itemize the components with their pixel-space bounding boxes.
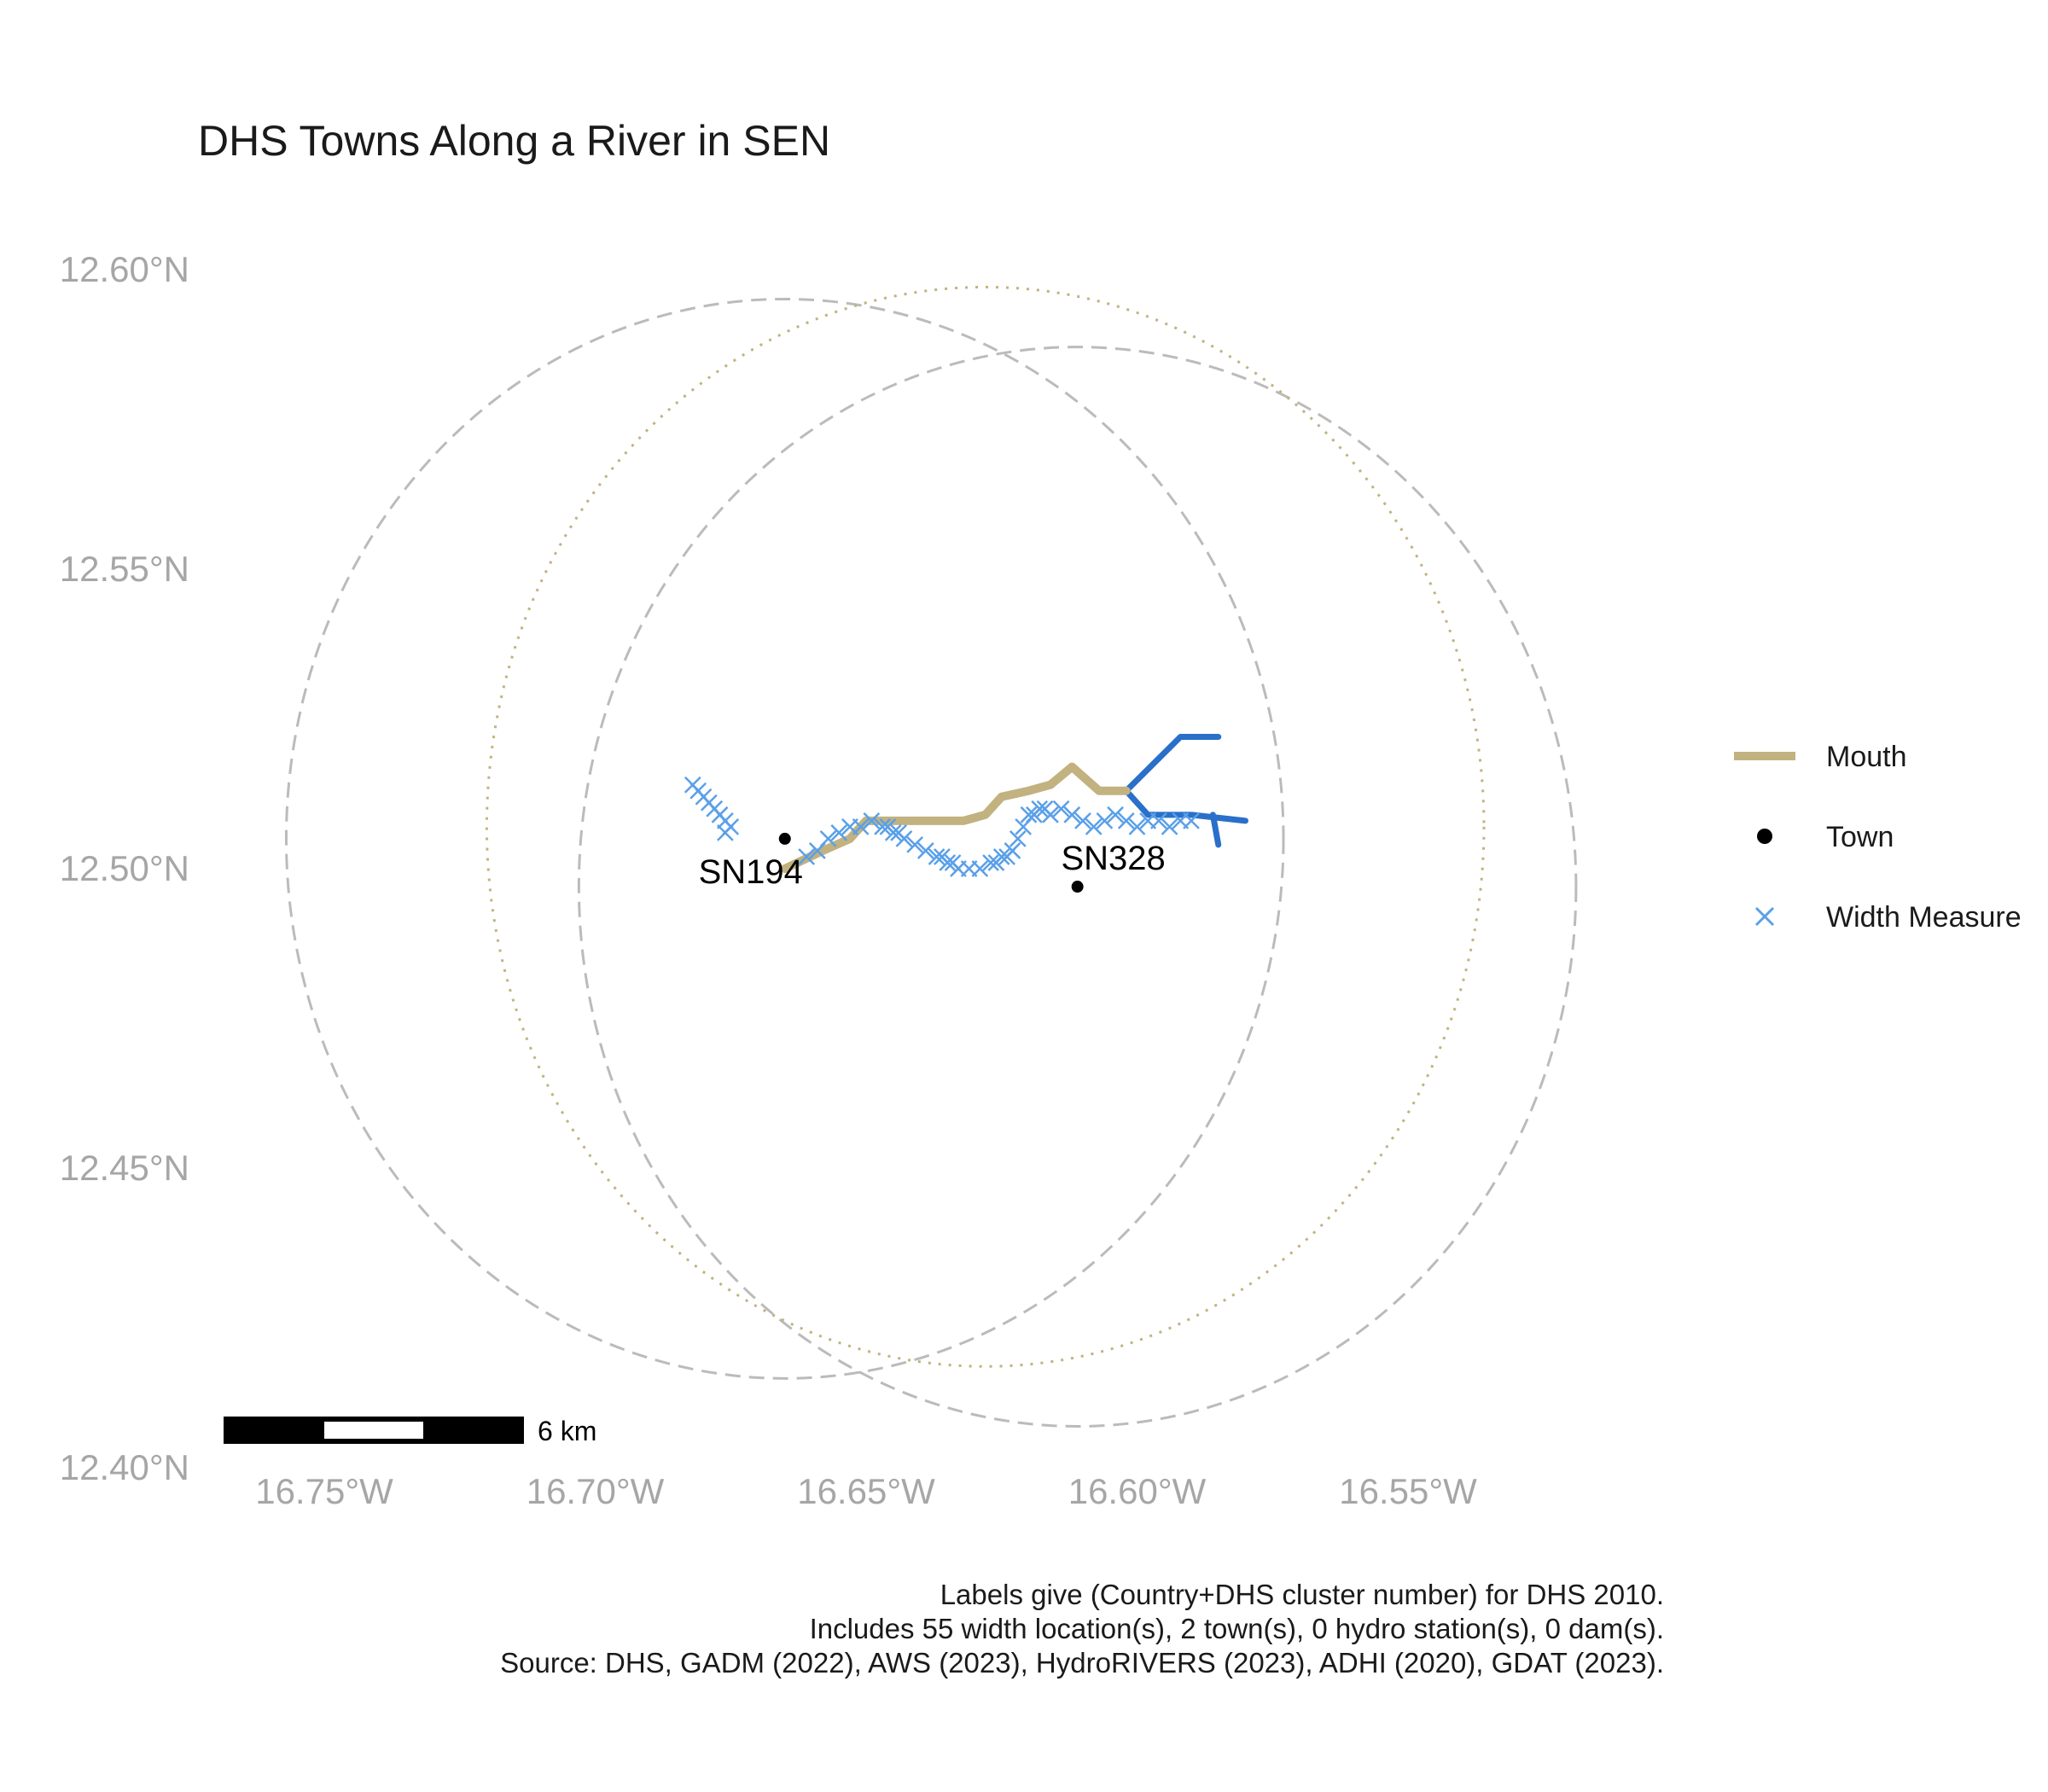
x-tick-label: 16.75°W — [255, 1471, 393, 1511]
x-tick-label: 16.60°W — [1068, 1471, 1207, 1511]
width-measure-marker — [852, 817, 870, 835]
mouth-segment — [780, 762, 1131, 873]
width-measure-marker — [819, 830, 837, 847]
width-measure-marker — [1128, 817, 1146, 835]
y-tick-label: 12.45°N — [60, 1148, 189, 1188]
width-measure-marker — [916, 842, 934, 859]
y-tick-label: 12.55°N — [60, 549, 189, 589]
mouth-path — [780, 762, 1131, 873]
width-measure-marker — [971, 860, 989, 877]
legend-width-measure-label: Width Measure — [1826, 901, 2022, 934]
width-measure-marker — [982, 854, 999, 871]
scale-bar: 6 km — [224, 1416, 596, 1446]
width-measure-marker — [830, 823, 848, 841]
town-point — [778, 832, 791, 845]
legend-town-label: Town — [1826, 821, 1894, 853]
caption-line-1: Labels give (Country+DHS cluster number)… — [940, 1579, 1664, 1610]
width-measure-marker — [1150, 812, 1167, 829]
width-measures — [684, 776, 1200, 877]
width-measure-marker — [1020, 806, 1038, 823]
width-measure-marker — [1063, 806, 1081, 823]
scale-bar-white-segment — [324, 1422, 423, 1439]
x-tick-label: 16.65°W — [797, 1471, 935, 1511]
legend-town-swatch — [1757, 829, 1772, 844]
x-tick-label: 16.55°W — [1339, 1471, 1477, 1511]
river-segment — [1209, 812, 1222, 848]
legend-mouth-label: Mouth — [1826, 741, 1907, 773]
mouth-buffer-circle — [485, 285, 1486, 1368]
y-tick-label: 12.40°N — [60, 1447, 189, 1487]
width-measure-marker — [1009, 830, 1027, 847]
town-point — [1071, 881, 1084, 893]
river-segment — [1123, 788, 1248, 824]
river-network — [1123, 734, 1248, 848]
width-measure-marker — [798, 848, 816, 865]
width-measure-marker — [934, 848, 951, 865]
width-measure-marker — [717, 823, 734, 841]
width-measure-marker — [1085, 817, 1103, 835]
y-tick-label: 12.60°N — [60, 249, 189, 289]
width-measure-marker — [906, 836, 924, 853]
town-buffer-circle — [577, 346, 1578, 1428]
scale-bar-label: 6 km — [538, 1416, 596, 1446]
town-label: SN328 — [1061, 840, 1165, 877]
width-measure-marker — [1036, 800, 1054, 817]
width-measure-marker — [944, 854, 962, 871]
legend: Mouth Town Width Measure — [1734, 741, 2022, 934]
width-measure-marker — [987, 854, 1005, 871]
x-tick-label: 16.70°W — [527, 1471, 665, 1511]
width-measure-marker — [1161, 817, 1178, 835]
map-title: DHS Towns Along a River in SEN — [198, 117, 830, 165]
river-segment — [1123, 734, 1222, 794]
width-measure-marker — [1107, 806, 1124, 823]
caption-line-2: Includes 55 width location(s), 2 town(s)… — [810, 1613, 1664, 1644]
x-axis-ticks: 16.75°W 16.70°W 16.65°W 16.60°W 16.55°W — [255, 1471, 1477, 1511]
towns-layer: SN194 SN328 — [699, 832, 1166, 893]
width-measure-marker — [890, 823, 907, 841]
width-measure-marker — [1183, 812, 1200, 829]
caption: Labels give (Country+DHS cluster number)… — [500, 1579, 1664, 1679]
y-tick-label: 12.50°N — [60, 848, 189, 888]
width-measure-marker — [874, 817, 891, 835]
width-measure-marker — [998, 848, 1015, 865]
y-axis-ticks: 12.60°N 12.55°N 12.50°N 12.45°N 12.40°N — [60, 249, 189, 1487]
caption-line-3: Source: DHS, GADM (2022), AWS (2023), Hy… — [500, 1647, 1664, 1679]
width-measure-marker — [863, 812, 881, 829]
legend-width-measure-swatch — [1754, 906, 1775, 927]
width-measure-marker — [1074, 812, 1091, 829]
width-measure-marker — [1025, 806, 1043, 823]
width-measure-marker — [1096, 812, 1114, 829]
town-buffer-circle — [284, 297, 1285, 1380]
width-measure-marker — [1052, 800, 1070, 817]
width-measure-marker — [928, 848, 945, 865]
town-label: SN194 — [699, 853, 803, 891]
width-measure-marker — [1117, 812, 1135, 829]
buffer-circles — [284, 285, 1578, 1428]
width-measure-marker — [879, 817, 897, 835]
